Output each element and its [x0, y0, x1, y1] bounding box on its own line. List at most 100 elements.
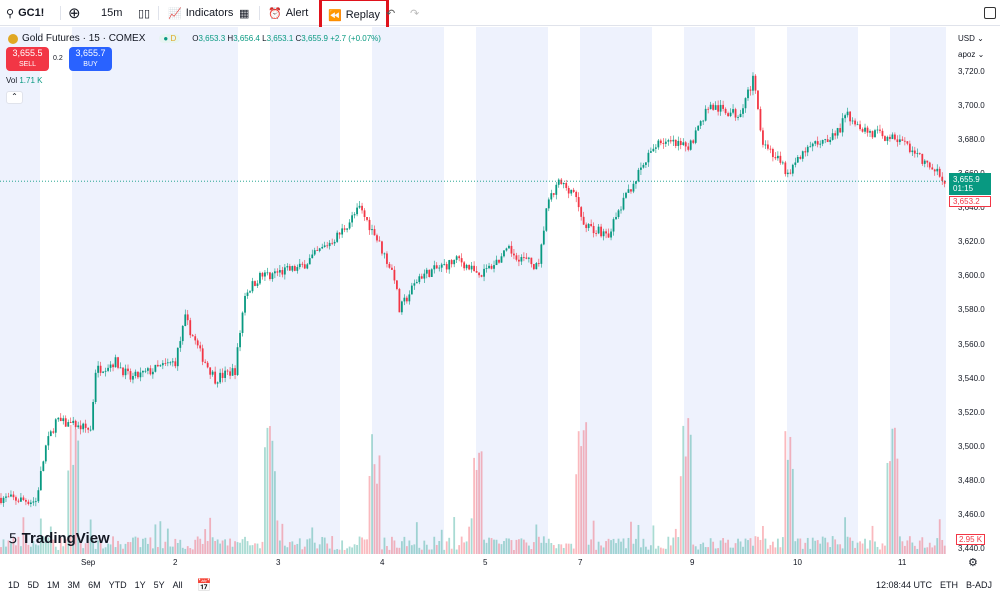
volume-bar: [219, 543, 222, 554]
layouts-icon[interactable]: ▦: [239, 7, 250, 20]
volume-bar: [316, 548, 319, 554]
volume-bar: [525, 542, 528, 554]
candle: [662, 143, 665, 144]
range-button-all[interactable]: All: [172, 580, 183, 590]
rewind-icon: ⏪: [328, 9, 342, 22]
buy-button[interactable]: 3,655.7 BUY: [69, 47, 112, 71]
volume-bar: [371, 434, 373, 554]
chart-type-icon[interactable]: ▯▯: [138, 7, 151, 20]
candle: [87, 427, 90, 430]
candle: [864, 127, 866, 132]
redo-icon[interactable]: ↷: [410, 7, 420, 20]
price-axis[interactable]: USD ⌄ apoz ⌄ 3,720.03,700.03,680.03,660.…: [946, 27, 1000, 554]
candle: [149, 368, 152, 375]
range-button-5d[interactable]: 5D: [27, 580, 40, 590]
symbol-search[interactable]: ⚲ GC1!: [6, 7, 45, 20]
session-toggle[interactable]: ETH: [939, 580, 958, 590]
volume-bar: [453, 517, 456, 554]
chart-canvas[interactable]: [0, 27, 946, 554]
volume-bar: [896, 458, 899, 554]
candle: [796, 156, 799, 163]
candle: [620, 209, 622, 211]
volume-bar: [52, 539, 55, 554]
clock[interactable]: 12:08:44 UTC: [875, 580, 932, 590]
volume-bar: [336, 549, 339, 554]
candle: [420, 276, 423, 279]
fullscreen-icon[interactable]: [984, 0, 996, 26]
candle: [191, 335, 194, 337]
currency-select[interactable]: USD ⌄: [958, 34, 984, 43]
goto-date-icon[interactable]: 📅: [196, 578, 212, 592]
candle: [102, 371, 104, 373]
unit-select[interactable]: apoz ⌄: [958, 50, 985, 59]
volume-bar: [757, 536, 759, 554]
candle: [199, 345, 202, 349]
settings-icon[interactable]: ⚙: [968, 557, 978, 569]
price-chart[interactable]: [0, 27, 946, 554]
candle: [831, 133, 834, 140]
candle: [630, 189, 632, 192]
undo-icon[interactable]: ↶: [386, 7, 396, 20]
range-button-1d[interactable]: 1D: [8, 580, 20, 590]
candle: [926, 160, 929, 163]
candle: [836, 128, 839, 136]
volume-bar: [311, 527, 314, 554]
candle: [859, 124, 861, 130]
candle: [615, 216, 617, 220]
volume-bar: [615, 543, 617, 554]
candle: [510, 245, 513, 254]
candle: [122, 367, 124, 376]
candle: [779, 155, 782, 163]
candle: [503, 250, 505, 257]
candle: [722, 104, 724, 109]
volume-bar: [513, 549, 515, 554]
candle: [816, 141, 819, 145]
candle: [580, 207, 583, 217]
range-button-6m[interactable]: 6M: [88, 580, 101, 590]
range-button-3m[interactable]: 3M: [67, 580, 81, 590]
adjustment-toggle[interactable]: B-ADJ: [965, 580, 992, 590]
session-break: [652, 27, 684, 554]
candle: [560, 179, 563, 185]
volume-bar: [351, 547, 353, 554]
add-symbol-icon[interactable]: ⊕: [68, 5, 81, 22]
volume-bar: [166, 528, 169, 554]
candle: [498, 259, 500, 263]
candle: [652, 148, 655, 152]
volume-bar: [104, 547, 107, 554]
volume-bar: [470, 518, 473, 554]
candle: [179, 341, 182, 348]
range-button-1m[interactable]: 1M: [47, 580, 60, 590]
collapse-legend-button[interactable]: ⌃: [6, 91, 23, 104]
volume-bar: [495, 539, 498, 554]
candle: [154, 364, 157, 372]
volume-bar: [839, 544, 842, 554]
volume-bar: [784, 431, 787, 554]
candle: [684, 142, 687, 147]
range-button-1y[interactable]: 1Y: [134, 580, 146, 590]
tradingview-logo[interactable]: 𝟻 TradingView: [8, 530, 110, 547]
volume-bar: [293, 544, 296, 554]
volume-bar: [142, 538, 144, 554]
volume-bar: [358, 536, 361, 554]
candle: [866, 127, 869, 133]
volume-bar: [348, 546, 351, 554]
interval-button[interactable]: 15m: [101, 7, 123, 19]
candle: [132, 376, 134, 380]
candle: [515, 255, 518, 260]
candle: [473, 265, 475, 272]
volume-bar: [266, 427, 269, 554]
candle: [398, 288, 401, 313]
volume-bar: [234, 541, 236, 554]
candle: [610, 231, 612, 238]
candle: [749, 89, 752, 91]
time-tick: 4: [380, 558, 385, 567]
alert-button[interactable]: ⏰ Alert: [268, 7, 309, 20]
range-button-5y[interactable]: 5Y: [153, 580, 165, 590]
sell-button[interactable]: 3,655.5 SELL: [6, 47, 49, 71]
indicators-button[interactable]: 📈 Indicators: [168, 7, 234, 20]
range-button-ytd[interactable]: YTD: [108, 580, 127, 590]
volume-bar: [674, 528, 677, 554]
volume-bar: [846, 536, 849, 554]
volume-bar: [381, 549, 383, 554]
